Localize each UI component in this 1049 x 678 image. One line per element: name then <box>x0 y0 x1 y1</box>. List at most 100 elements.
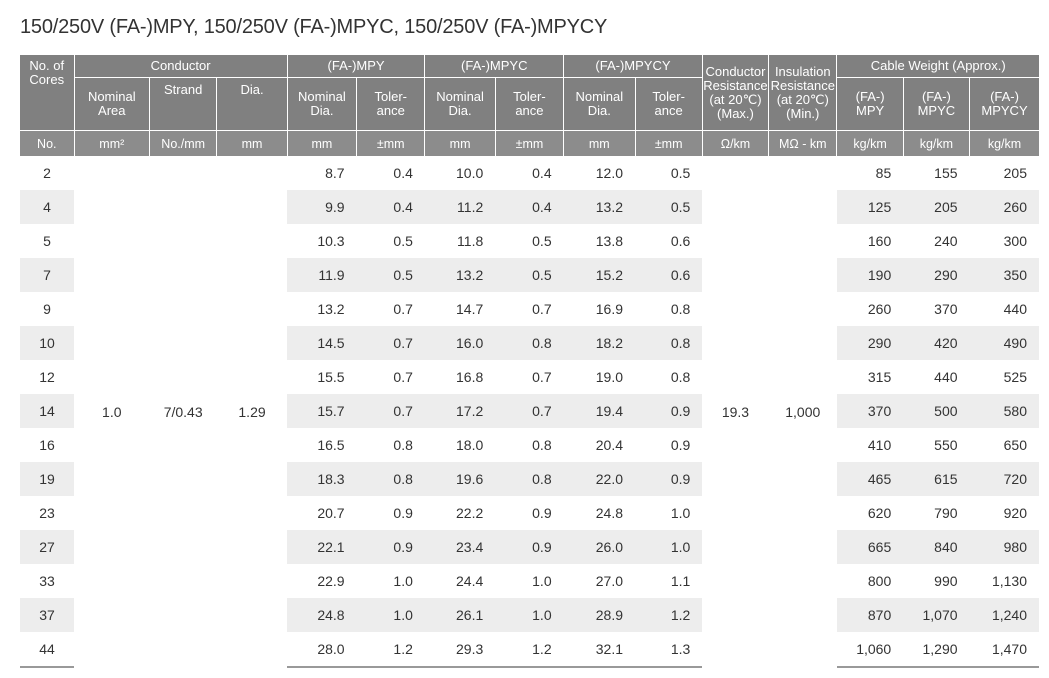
cell-mpycy-nominal-dia: 20.4 <box>595 437 623 453</box>
cell-weight-mpy: 620 <box>867 505 892 521</box>
cell-mpyc-tolerance: 0.9 <box>495 530 564 564</box>
header-conductor: Conductor <box>73 55 288 78</box>
cell-weight-mpycy: 920 <box>1003 505 1027 521</box>
cell-mpyc-nominal-dia: 16.8 <box>456 369 484 385</box>
table-row: 7 11.9 0.5 13.2 0.5 15.2 0.6 190 290 350 <box>20 258 1039 292</box>
cell-mpy-nominal-dia: 22.1 <box>287 530 357 564</box>
cell-mpy-nominal-dia: 13.2 <box>317 301 345 317</box>
header-weight-mpycy: (FA-) MPYCY <box>969 77 1039 131</box>
cell-mpyc-tolerance: 0.7 <box>532 369 552 385</box>
cell-mpycy-tolerance: 0.5 <box>670 165 691 181</box>
cell-weight-mpy: 1,060 <box>836 632 904 668</box>
cell-dia: 1.29 <box>238 403 266 420</box>
cell-mpyc-nominal-dia: 26.1 <box>424 598 496 632</box>
cell-mpy-tolerance: 1.0 <box>356 598 425 632</box>
cell-mpyc-tolerance: 0.4 <box>495 190 564 224</box>
cell-mpycy-nominal-dia: 13.8 <box>595 233 623 249</box>
cell-mpycy-nominal-dia: 27.0 <box>595 573 623 589</box>
unit-cell: kg/km <box>902 130 970 156</box>
cell-cores: 27 <box>20 530 75 564</box>
cell-cores: 5 <box>43 233 51 249</box>
cell-weight-mpycy: 440 <box>1003 301 1027 317</box>
header-mpyc-nominal-dia: Nominal Dia. <box>424 77 496 131</box>
spec-table: No. of Cores Conductor (FA-)MPY (FA-)MPY… <box>20 55 1039 668</box>
cell-mpycy-nominal-dia: 13.2 <box>563 190 635 224</box>
cell-weight-mpy: 410 <box>867 437 892 453</box>
cell-mpyc-tolerance: 0.5 <box>495 258 564 292</box>
cell-mpy-tolerance: 0.5 <box>356 258 425 292</box>
cell-mpyc-tolerance: 0.8 <box>495 326 564 360</box>
cell-mpy-tolerance: 1.2 <box>356 632 425 668</box>
cell-mpy-nominal-dia: 15.5 <box>317 369 345 385</box>
cell-mpycy-tolerance: 1.0 <box>635 530 703 564</box>
cell-weight-mpyc: 550 <box>934 437 958 453</box>
cell-weight-mpyc: 440 <box>934 369 958 385</box>
table-row: 44 28.0 1.2 29.3 1.2 32.1 1.3 1,060 1,290 1,470 <box>20 632 1039 668</box>
cell-cores: 44 <box>20 632 75 668</box>
cell-mpyc-tolerance: 0.5 <box>532 233 552 249</box>
cell-mpyc-nominal-dia: 29.3 <box>424 632 496 668</box>
cell-mpyc-nominal-dia: 11.8 <box>457 233 484 249</box>
cell-weight-mpycy: 350 <box>969 258 1039 292</box>
cell-mpy-nominal-dia: 22.9 <box>317 573 345 589</box>
unit-cell: Ω/km <box>701 130 769 156</box>
cell-weight-mpycy: 580 <box>969 394 1039 428</box>
cell-weight-mpyc: 420 <box>903 326 970 360</box>
cell-mpy-tolerance: 0.8 <box>393 437 413 453</box>
cell-mpyc-nominal-dia: 16.0 <box>424 326 496 360</box>
cell-weight-mpy: 465 <box>836 462 904 496</box>
cell-mpy-nominal-dia: 15.7 <box>287 394 357 428</box>
cell-mpyc-tolerance: 0.8 <box>532 437 552 453</box>
unit-cell: ±mm <box>494 130 564 156</box>
cell-mpycy-tolerance: 0.6 <box>670 233 691 249</box>
cell-weight-mpycy: 980 <box>969 530 1039 564</box>
header-insulation-resistance: Insulation Resistance (at 20℃) (Min.) <box>768 55 837 131</box>
cell-mpycy-nominal-dia: 16.9 <box>595 301 623 317</box>
header-dia: Dia. <box>216 77 288 131</box>
header-strand: Strand <box>149 77 217 131</box>
unit-cell: kg/km <box>969 130 1039 156</box>
cell-mpyc-nominal-dia: 10.0 <box>456 165 484 181</box>
table-row: 4 9.9 0.4 11.2 0.4 13.2 0.5 125 205 260 <box>20 190 1039 224</box>
table-row: 27 22.1 0.9 23.4 0.9 26.0 1.0 665 840 980 <box>20 530 1039 564</box>
header-cable-weight: Cable Weight (Approx.) <box>836 55 1039 78</box>
cell-cores: 9 <box>43 301 51 317</box>
cell-mpy-nominal-dia: 20.7 <box>317 505 345 521</box>
header-conductor-resistance: Conductor Resistance (at 20℃) (Max.) <box>701 55 769 131</box>
cell-weight-mpycy: 1,240 <box>969 598 1039 632</box>
units-row: No. mm² No./mm mm mm ±mm mm ±mm mm ±mm Ω… <box>20 130 1039 156</box>
table-row: 16 16.5 0.8 18.0 0.8 20.4 0.9 410 550 650 <box>20 428 1039 462</box>
cell-weight-mpycy: 650 <box>1003 437 1027 453</box>
cell-cores: 10 <box>20 326 75 360</box>
cell-weight-mpy: 260 <box>867 301 892 317</box>
cell-mpy-nominal-dia: 18.3 <box>287 462 357 496</box>
cell-cores: 16 <box>39 437 55 453</box>
table-row: 2 1.0 7/0.43 1.29 8.7 0.4 10.0 0.4 12.0 0.5 19.3 1,… <box>20 156 1039 420</box>
cell-mpy-tolerance: 0.8 <box>356 462 425 496</box>
unit-cell: mm <box>216 130 288 156</box>
cell-mpy-tolerance: 0.7 <box>356 394 425 428</box>
cell-weight-mpyc: 790 <box>934 505 958 521</box>
cell-mpyc-nominal-dia: 19.6 <box>424 462 496 496</box>
cell-mpy-tolerance: 0.7 <box>393 301 413 317</box>
cell-mpycy-tolerance: 0.9 <box>635 394 703 428</box>
cell-mpycy-tolerance: 0.8 <box>670 369 691 385</box>
cell-weight-mpycy: 260 <box>969 190 1039 224</box>
cell-mpycy-nominal-dia: 28.9 <box>563 598 635 632</box>
header-weight-mpyc: (FA-) MPYC <box>902 77 970 131</box>
cell-weight-mpyc: 205 <box>903 190 970 224</box>
cell-mpyc-tolerance: 1.0 <box>532 573 552 589</box>
cell-mpycy-nominal-dia: 12.0 <box>595 165 623 181</box>
unit-cell: ±mm <box>356 130 425 156</box>
cell-mpycy-tolerance: 0.8 <box>670 301 691 317</box>
cell-cores: 33 <box>39 573 55 589</box>
table-row: 19 18.3 0.8 19.6 0.8 22.0 0.9 465 615 720 <box>20 462 1039 496</box>
cell-mpycy-nominal-dia: 19.0 <box>595 369 623 385</box>
cell-mpycy-nominal-dia: 15.2 <box>563 258 635 292</box>
cell-mpy-tolerance: 0.4 <box>356 190 425 224</box>
cell-mpycy-tolerance: 1.0 <box>670 505 691 521</box>
header-mpycy: (FA-)MPYCY <box>563 55 703 78</box>
cell-mpyc-nominal-dia: 11.2 <box>424 190 496 224</box>
cell-mpyc-tolerance: 0.7 <box>495 394 564 428</box>
cell-mpycy-tolerance: 0.6 <box>635 258 703 292</box>
